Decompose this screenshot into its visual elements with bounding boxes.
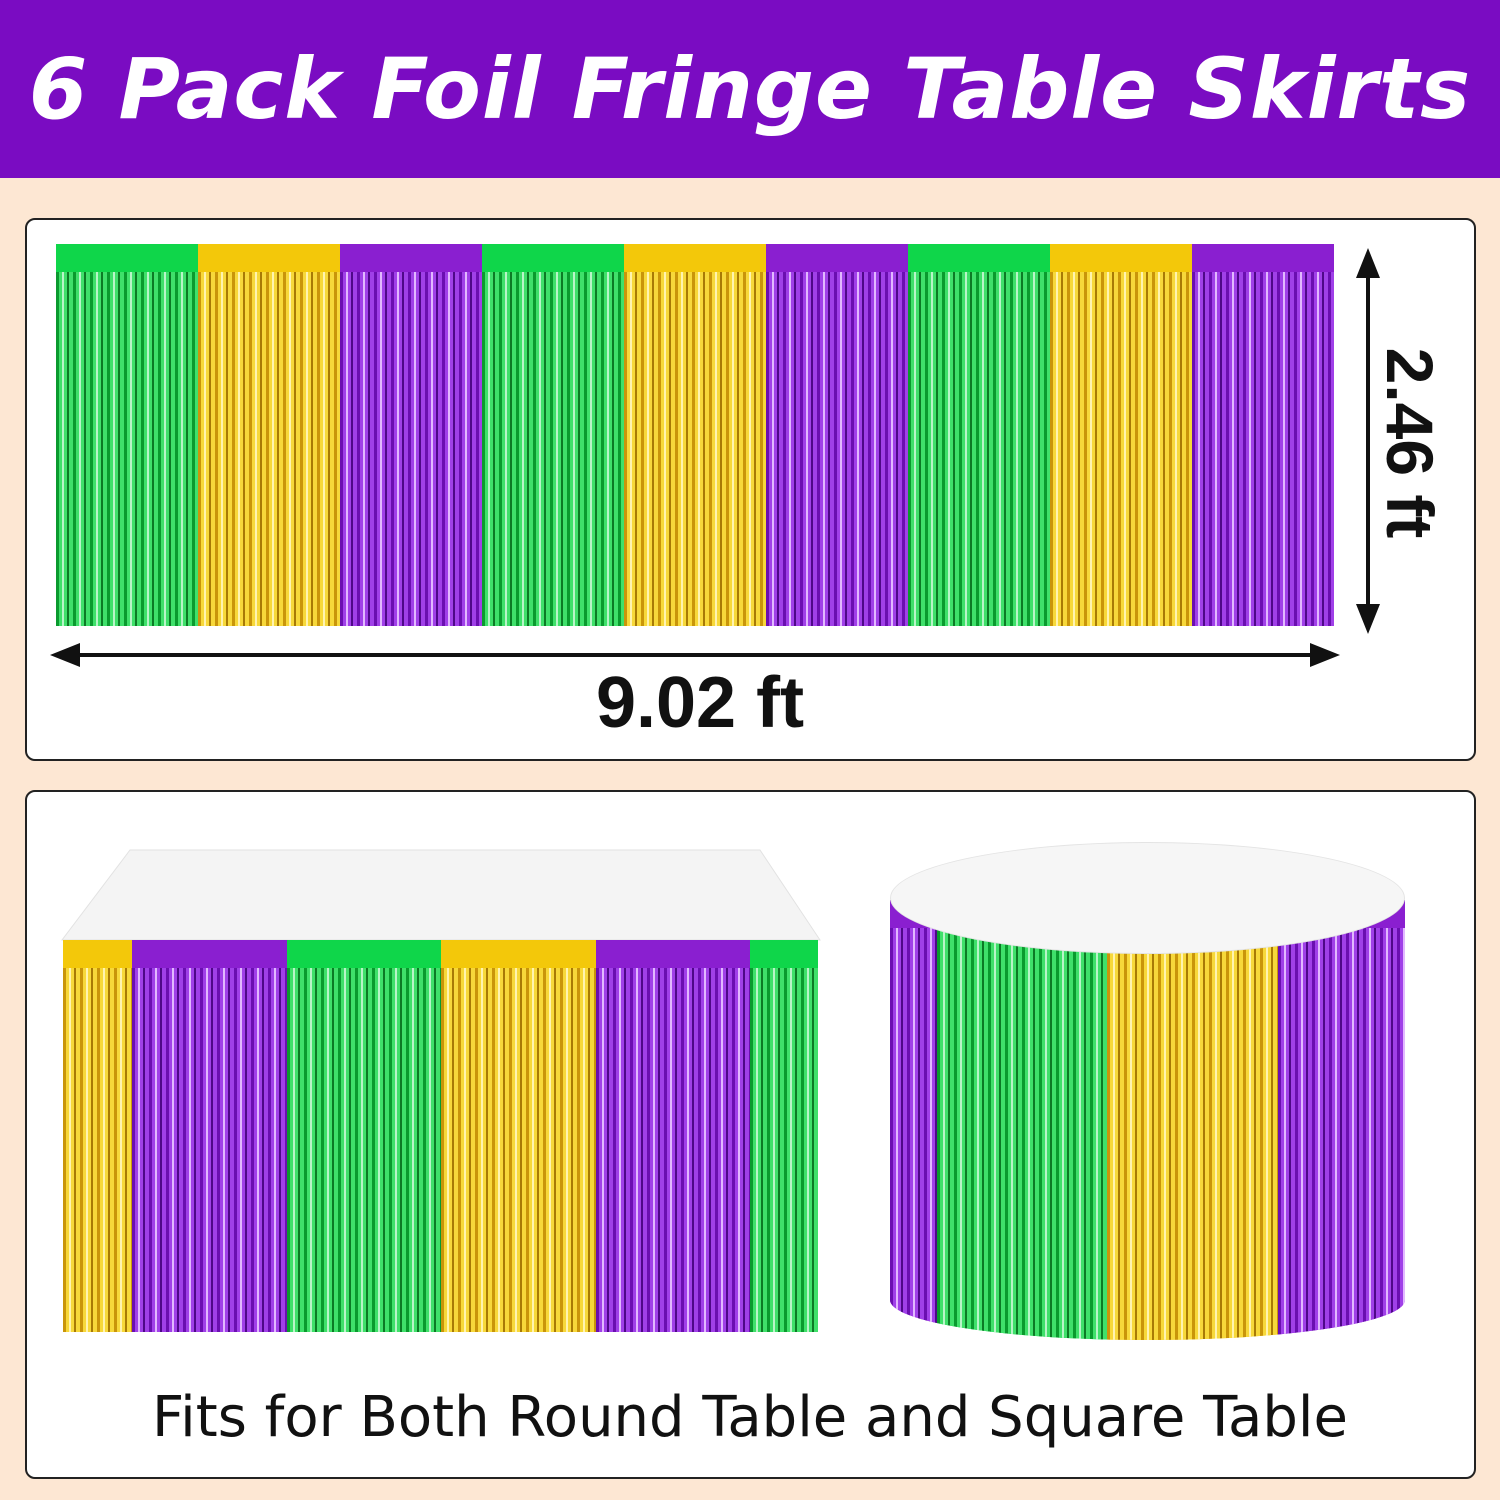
height-label: 2.46 ft — [1373, 347, 1447, 539]
fringe-panel-gold — [197, 244, 340, 626]
fringe-strands — [197, 272, 340, 626]
fringe-panel-green — [481, 244, 624, 626]
fringe-strands — [595, 968, 750, 1332]
fringe-strands — [56, 272, 198, 626]
fringe-band — [440, 940, 596, 968]
fringe-panel-gold — [440, 940, 596, 1332]
fringe-panel-purple — [595, 940, 750, 1332]
fringe-panel-purple — [765, 244, 908, 626]
fringe-strands — [749, 968, 818, 1332]
fringe-band — [907, 244, 1050, 272]
fringe-band — [765, 244, 908, 272]
fringe-strands — [765, 272, 908, 626]
round-table-fringe — [890, 900, 1405, 1340]
fringe-strands — [339, 272, 482, 626]
fringe-strands — [286, 968, 441, 1332]
fringe-band — [1191, 244, 1334, 272]
fringe-strands — [623, 272, 766, 626]
fringe-band — [339, 244, 482, 272]
height-arrow-heads — [1356, 248, 1380, 634]
flat-fringe-skirt — [56, 244, 1334, 626]
square-table-top — [60, 849, 821, 941]
width-label: 9.02 ft — [595, 663, 805, 743]
fringe-panel-gold — [1049, 244, 1192, 626]
fringe-band — [197, 244, 340, 272]
fringe-band — [623, 244, 766, 272]
fringe-band — [56, 244, 198, 272]
fringe-band — [131, 940, 287, 968]
fringe-strands — [907, 272, 1050, 626]
fringe-panel-purple — [1191, 244, 1334, 626]
fringe-strands — [1049, 272, 1192, 626]
fringe-band — [1049, 244, 1192, 272]
fringe-band — [481, 244, 624, 272]
fringe-panel-purple — [890, 900, 937, 1340]
fringe-strands — [1191, 272, 1334, 626]
fringe-band — [749, 940, 818, 968]
fringe-panel-green — [907, 244, 1050, 626]
square-table-fringe — [63, 940, 818, 1332]
fringe-panel-green — [936, 900, 1107, 1340]
fringe-band — [63, 940, 132, 968]
width-arrow — [60, 653, 1326, 657]
fringe-strands — [1277, 928, 1405, 1340]
fringe-panel-purple — [339, 244, 482, 626]
fringe-panel-green — [749, 940, 818, 1332]
caption: Fits for Both Round Table and Square Tab… — [152, 1385, 1348, 1450]
fringe-panel-purple — [1277, 900, 1405, 1340]
title: 6 Pack Foil Fringe Table Skirts — [28, 40, 1472, 138]
fringe-strands — [1106, 928, 1278, 1340]
fringe-strands — [440, 968, 596, 1332]
fringe-panel-gold — [623, 244, 766, 626]
fringe-strands — [890, 928, 937, 1340]
fringe-strands — [131, 968, 287, 1332]
fringe-band — [286, 940, 441, 968]
fringe-panel-gold — [1106, 900, 1278, 1340]
fringe-strands — [63, 968, 132, 1332]
title-banner: 6 Pack Foil Fringe Table Skirts — [0, 0, 1500, 178]
fringe-panel-green — [56, 244, 198, 626]
fringe-strands — [936, 928, 1107, 1340]
fringe-band — [595, 940, 750, 968]
width-arrow-heads — [50, 643, 1340, 667]
fringe-panel-gold — [63, 940, 132, 1332]
fringe-panel-green — [286, 940, 441, 1332]
fringe-panel-purple — [131, 940, 287, 1332]
round-table-top — [890, 842, 1405, 954]
fringe-strands — [481, 272, 624, 626]
height-arrow — [1366, 262, 1370, 620]
